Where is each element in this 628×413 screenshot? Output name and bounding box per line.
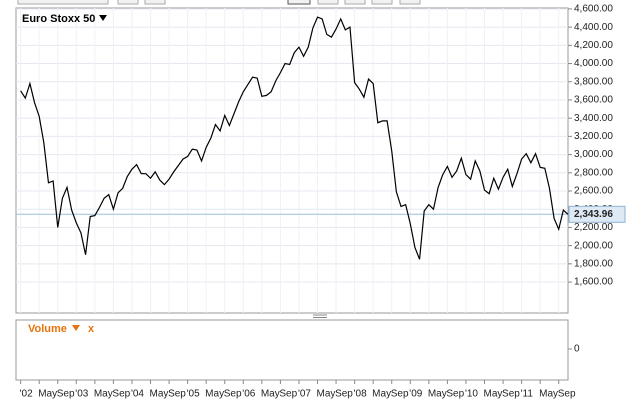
x-tick-label: May [372, 389, 391, 400]
price-line [20, 16, 569, 260]
last-price-label: 2,343.96 [574, 209, 613, 220]
y-tick-label: 3,400.00 [574, 113, 613, 124]
y-tick-label: 3,800.00 [574, 76, 613, 87]
x-tick-label: May [428, 389, 447, 400]
title-menu-arrow[interactable] [99, 15, 107, 21]
last-price-box [568, 205, 626, 223]
x-tick-label: Sep [446, 389, 464, 400]
x-tick-label: Sep [57, 389, 75, 400]
y-tick-label: 2,600.00 [574, 186, 613, 197]
y-tick-label: 3,000.00 [574, 149, 613, 160]
x-tick-label: Sep [558, 389, 576, 400]
x-tick-label: '03 [75, 389, 88, 400]
y-tick-label: 3,600.00 [574, 95, 613, 106]
x-tick-label: May [150, 389, 169, 400]
y-tick-label: 2,800.00 [574, 167, 613, 178]
x-tick-label: '08 [354, 389, 367, 400]
x-tick-label: '04 [131, 389, 144, 400]
panel-resize-grip[interactable] [313, 314, 327, 318]
x-tick-label: Sep [224, 389, 242, 400]
x-tick-label: Sep [168, 389, 186, 400]
x-tick-label: '07 [298, 389, 311, 400]
x-tick-label: May [38, 389, 57, 400]
volume-panel [15, 319, 569, 381]
x-tick-label: Sep [279, 389, 297, 400]
volume-title: Volume [28, 323, 67, 335]
y-tick-label: 2,000.00 [574, 240, 613, 251]
x-tick-label: May [317, 389, 336, 400]
y-tick-label: 4,000.00 [574, 58, 613, 69]
x-tick-label: '10 [465, 389, 478, 400]
x-tick-label: '05 [187, 389, 200, 400]
y-tick-label: 1,600.00 [574, 277, 613, 288]
x-tick-label: May [94, 389, 113, 400]
volume-menu-arrow[interactable] [72, 325, 80, 331]
x-tick-label: '09 [409, 389, 422, 400]
x-tick-label: Sep [335, 389, 353, 400]
x-tick-label: May [205, 389, 224, 400]
chart-title: Euro Stoxx 50 [22, 13, 95, 25]
x-tick-label: '11 [521, 389, 534, 400]
y-tick-label: 4,600.00 [574, 4, 613, 15]
y-tick-label: 4,200.00 [574, 40, 613, 51]
x-tick-label: Sep [112, 389, 130, 400]
x-tick-label: May [261, 389, 280, 400]
toolbar [17, 0, 421, 5]
y-tick-label: 1,800.00 [574, 258, 613, 269]
x-tick-label: May [484, 389, 503, 400]
y-tick-label: 3,200.00 [574, 131, 613, 142]
x-tick-label: Sep [502, 389, 520, 400]
x-tick-label: '02 [20, 389, 33, 400]
x-tick-label: May [539, 389, 558, 400]
x-tick-label: '06 [242, 389, 255, 400]
y-tick-label: 0 [574, 344, 580, 355]
price-panel [15, 7, 569, 314]
y-tick-label: 2,200.00 [574, 222, 613, 233]
volume-close[interactable]: x [88, 323, 95, 335]
x-tick-label: Sep [391, 389, 409, 400]
y-tick-label: 4,400.00 [574, 22, 613, 33]
